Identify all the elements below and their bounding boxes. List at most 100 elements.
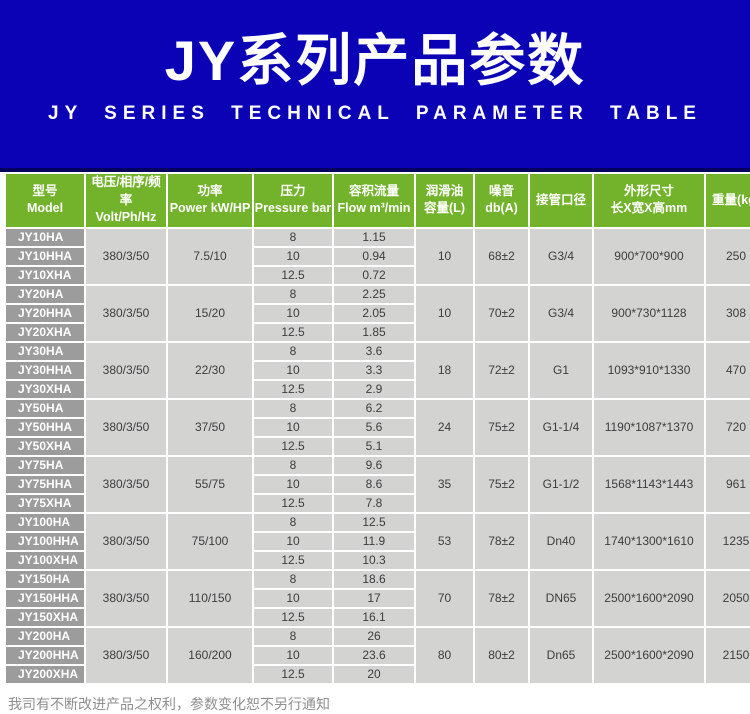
table-row: JY200XHA 12.5 20 <box>6 665 750 683</box>
noise-cell: 78±2 <box>475 513 528 569</box>
pipe-cell: DN65 <box>530 570 592 626</box>
dimensions-cell: 1190*1087*1370 <box>594 399 704 455</box>
dimensions-cell: 1568*1143*1443 <box>594 456 704 512</box>
flow-cell: 1.15 <box>334 228 414 246</box>
table-row: JY30HHA 10 3.3 <box>6 361 750 379</box>
dimensions-cell: 1740*1300*1610 <box>594 513 704 569</box>
pipe-cell: G1-1/2 <box>530 456 592 512</box>
table-row: JY75HHA 10 8.6 <box>6 475 750 493</box>
pressure-cell: 12.5 <box>254 323 332 341</box>
pressure-cell: 8 <box>254 570 332 588</box>
noise-cell: 75±2 <box>475 456 528 512</box>
pressure-cell: 8 <box>254 228 332 246</box>
flow-cell: 1.85 <box>334 323 414 341</box>
model-cell: JY200XHA <box>6 665 84 683</box>
table-row: JY150HHA 10 17 <box>6 589 750 607</box>
column-header: 型号 Model <box>6 174 84 227</box>
model-cell: JY75HHA <box>6 475 84 493</box>
weight-cell: 2050 <box>706 570 750 626</box>
power-cell: 75/100 <box>168 513 252 569</box>
oil-cell: 18 <box>416 342 473 398</box>
model-cell: JY20HHA <box>6 304 84 322</box>
table-row: JY100HHA 10 11.9 <box>6 532 750 550</box>
table-row: JY200HHA 10 23.6 <box>6 646 750 664</box>
flow-cell: 10.3 <box>334 551 414 569</box>
oil-cell: 24 <box>416 399 473 455</box>
dimensions-cell: 2500*1600*2090 <box>594 627 704 683</box>
pressure-cell: 10 <box>254 304 332 322</box>
pipe-cell: Dn40 <box>530 513 592 569</box>
pressure-cell: 12.5 <box>254 380 332 398</box>
weight-cell: 250 <box>706 228 750 284</box>
pipe-cell: G3/4 <box>530 285 592 341</box>
table-row: JY20HA 380/3/50 15/20 8 2.25 10 70±2 G3/4 900*73… <box>6 285 750 341</box>
flow-cell: 9.6 <box>334 456 414 474</box>
model-cell: JY50HHA <box>6 418 84 436</box>
table-row: JY30HA 380/3/50 22/30 8 3.6 18 72±2 G1 1093*910*… <box>6 342 750 398</box>
flow-cell: 2.9 <box>334 380 414 398</box>
table-header: 型号 Model 电压/相序/频率 Volt/Ph/Hz 功率 Power kW/HP 压力… <box>6 174 750 227</box>
flow-cell: 3.6 <box>334 342 414 360</box>
flow-cell: 5.6 <box>334 418 414 436</box>
model-cell: JY200HHA <box>6 646 84 664</box>
column-header: 噪音 db(A) <box>475 174 528 227</box>
column-header: 润滑油 容量(L) <box>416 174 473 227</box>
column-header: 接管口径 <box>530 174 592 227</box>
model-cell: JY150HHA <box>6 589 84 607</box>
column-header: 外形尺寸 长X宽X高mm <box>594 174 704 227</box>
model-cell: JY10HA <box>6 228 84 246</box>
oil-cell: 10 <box>416 285 473 341</box>
pressure-cell: 12.5 <box>254 437 332 455</box>
flow-cell: 26 <box>334 627 414 645</box>
flow-cell: 0.72 <box>334 266 414 284</box>
volt-cell: 380/3/50 <box>86 456 166 512</box>
pipe-cell: Dn65 <box>530 627 592 683</box>
model-cell: JY30XHA <box>6 380 84 398</box>
banner: JY系列产品参数 JY SERIES TECHNICAL PARAMETER T… <box>0 0 750 172</box>
table-row: JY100HA 380/3/50 75/100 8 12.5 53 78±2 Dn40 1740… <box>6 513 750 569</box>
flow-cell: 0.94 <box>334 247 414 265</box>
pressure-cell: 10 <box>254 646 332 664</box>
pressure-cell: 8 <box>254 342 332 360</box>
table-row: JY150XHA 12.5 16.1 <box>6 608 750 626</box>
column-header: 重量(kg) <box>706 174 750 227</box>
model-cell: JY10XHA <box>6 266 84 284</box>
disclaimer-note: 我司有不断改进产品之权利，参数变化恕不另行通知 <box>8 695 330 712</box>
pressure-cell: 10 <box>254 475 332 493</box>
flow-cell: 2.05 <box>334 304 414 322</box>
pressure-cell: 8 <box>254 399 332 417</box>
pressure-cell: 10 <box>254 418 332 436</box>
model-cell: JY20HA <box>6 285 84 303</box>
table-row: JY50HHA 10 5.6 <box>6 418 750 436</box>
oil-cell: 35 <box>416 456 473 512</box>
weight-cell: 1235 <box>706 513 750 569</box>
weight-cell: 470 <box>706 342 750 398</box>
table-row: JY150HA 380/3/50 110/150 8 18.6 70 78±2 DN65 250… <box>6 570 750 626</box>
model-cell: JY100HA <box>6 513 84 531</box>
model-cell: JY200HA <box>6 627 84 645</box>
oil-cell: 53 <box>416 513 473 569</box>
model-cell: JY100HHA <box>6 532 84 550</box>
pressure-cell: 10 <box>254 247 332 265</box>
weight-cell: 720 <box>706 399 750 455</box>
model-cell: JY10HHA <box>6 247 84 265</box>
table-row: JY20XHA 12.5 1.85 <box>6 323 750 341</box>
parameter-table: 型号 Model 电压/相序/频率 Volt/Ph/Hz 功率 Power kW/HP 压力… <box>4 172 750 685</box>
model-cell: JY75XHA <box>6 494 84 512</box>
dimensions-cell: 2500*1600*2090 <box>594 570 704 626</box>
flow-cell: 7.8 <box>334 494 414 512</box>
pipe-cell: G3/4 <box>530 228 592 284</box>
flow-cell: 23.6 <box>334 646 414 664</box>
noise-cell: 80±2 <box>475 627 528 683</box>
header-row: 型号 Model 电压/相序/频率 Volt/Ph/Hz 功率 Power kW/HP 压力… <box>6 174 750 227</box>
oil-cell: 70 <box>416 570 473 626</box>
noise-cell: 70±2 <box>475 285 528 341</box>
table-container: 型号 Model 电压/相序/频率 Volt/Ph/Hz 功率 Power kW/HP 压力… <box>0 172 750 685</box>
column-header: 压力 Pressure bar <box>254 174 332 227</box>
oil-cell: 80 <box>416 627 473 683</box>
pressure-cell: 10 <box>254 589 332 607</box>
column-header: 容积流量 Flow m³/min <box>334 174 414 227</box>
power-cell: 22/30 <box>168 342 252 398</box>
weight-cell: 961 <box>706 456 750 512</box>
noise-cell: 68±2 <box>475 228 528 284</box>
